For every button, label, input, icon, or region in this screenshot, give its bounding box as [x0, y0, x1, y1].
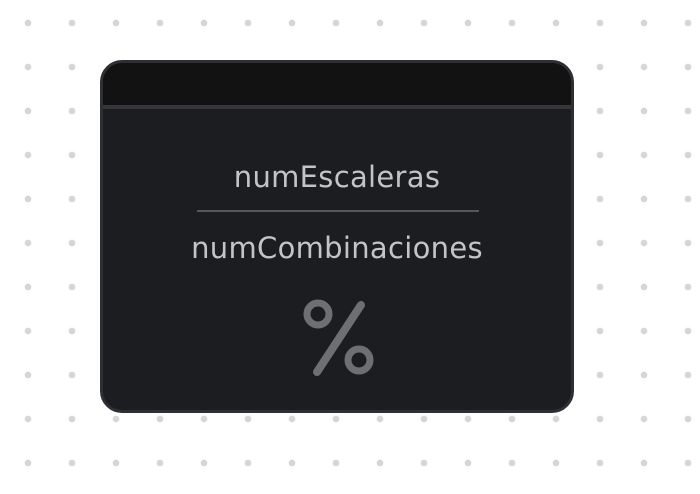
- fraction-bar: [197, 210, 479, 212]
- node-header[interactable]: [103, 63, 571, 109]
- numerator-label: numEscaleras: [233, 160, 441, 194]
- fraction: numEscaleras numCombinaciones: [103, 155, 571, 275]
- denominator-label: numCombinaciones: [191, 231, 483, 265]
- percentage-node[interactable]: numEscaleras numCombinaciones: [100, 60, 574, 413]
- percent-icon: [303, 299, 374, 376]
